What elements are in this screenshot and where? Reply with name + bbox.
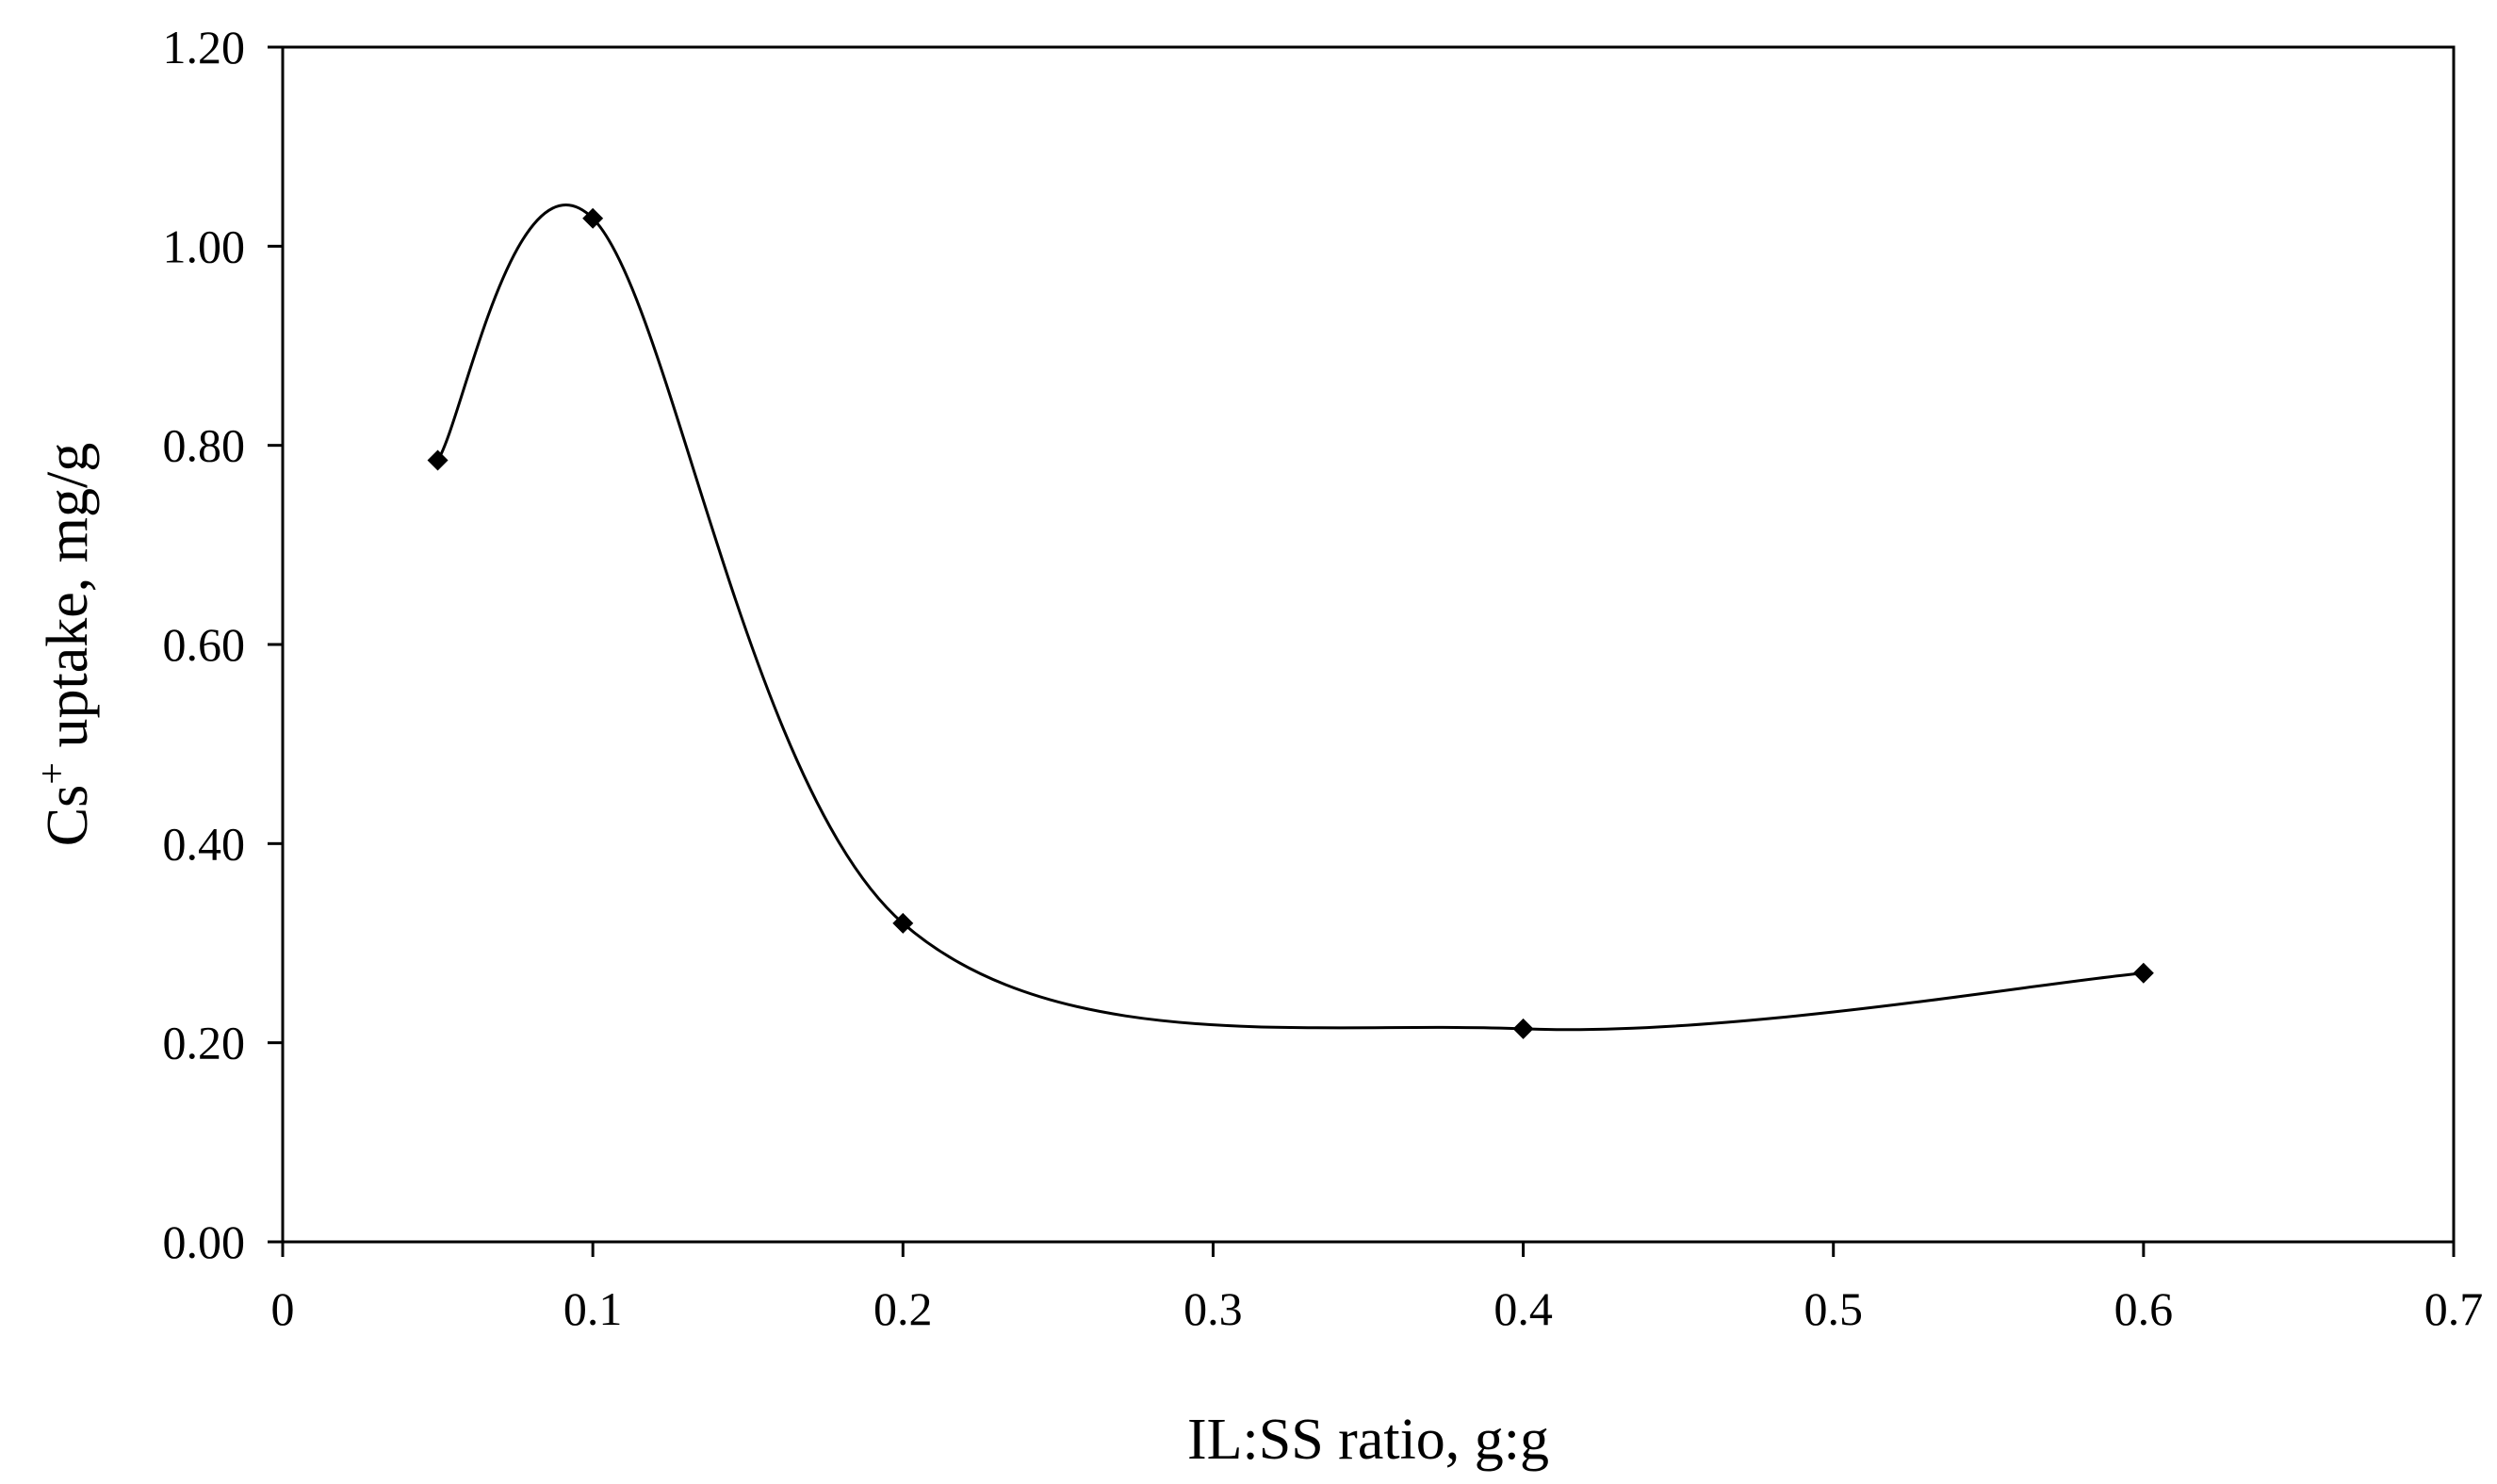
x-tick-label: 0.2 <box>873 1282 933 1335</box>
y-axis-title: Cs+ uptake, mg/g <box>31 443 100 846</box>
data-point <box>427 449 449 471</box>
data-point <box>2132 962 2154 984</box>
x-tick-label: 0.5 <box>1803 1282 1863 1335</box>
y-tick-label: 0.20 <box>163 1017 246 1069</box>
y-tick-label: 0.00 <box>163 1215 246 1268</box>
data-point <box>1512 1018 1534 1039</box>
x-tick-label: 0 <box>271 1282 295 1335</box>
y-tick-label: 0.80 <box>163 419 246 472</box>
y-axis-ticks: 0.00 0.20 0.40 0.60 0.80 1.00 1.20 <box>163 21 283 1268</box>
y-axis-title-suffix: uptake, mg/g <box>36 443 100 762</box>
x-tick-label: 0.4 <box>1493 1282 1553 1335</box>
plot-area-frame <box>281 45 2456 1244</box>
x-axis-ticks: 0 0.1 0.2 0.3 0.4 0.5 0.6 0.7 <box>271 1242 2484 1335</box>
x-axis-title: IL:SS ratio, g:g <box>1187 1408 1549 1472</box>
y-tick-label: 1.20 <box>163 21 246 73</box>
y-tick-label: 1.00 <box>163 220 246 272</box>
data-point <box>582 207 604 229</box>
x-tick-label: 0.3 <box>1183 1282 1243 1335</box>
y-tick-label: 0.60 <box>163 618 246 671</box>
data-point <box>892 912 914 934</box>
x-tick-label: 0.6 <box>2114 1282 2174 1335</box>
y-axis-title-prefix: Cs <box>36 785 100 846</box>
x-tick-label: 0.1 <box>563 1282 623 1335</box>
data-markers <box>427 207 2154 1039</box>
y-axis-title-superscript: + <box>31 762 74 785</box>
x-tick-label: 0.7 <box>2424 1282 2484 1335</box>
y-tick-label: 0.40 <box>163 817 246 870</box>
